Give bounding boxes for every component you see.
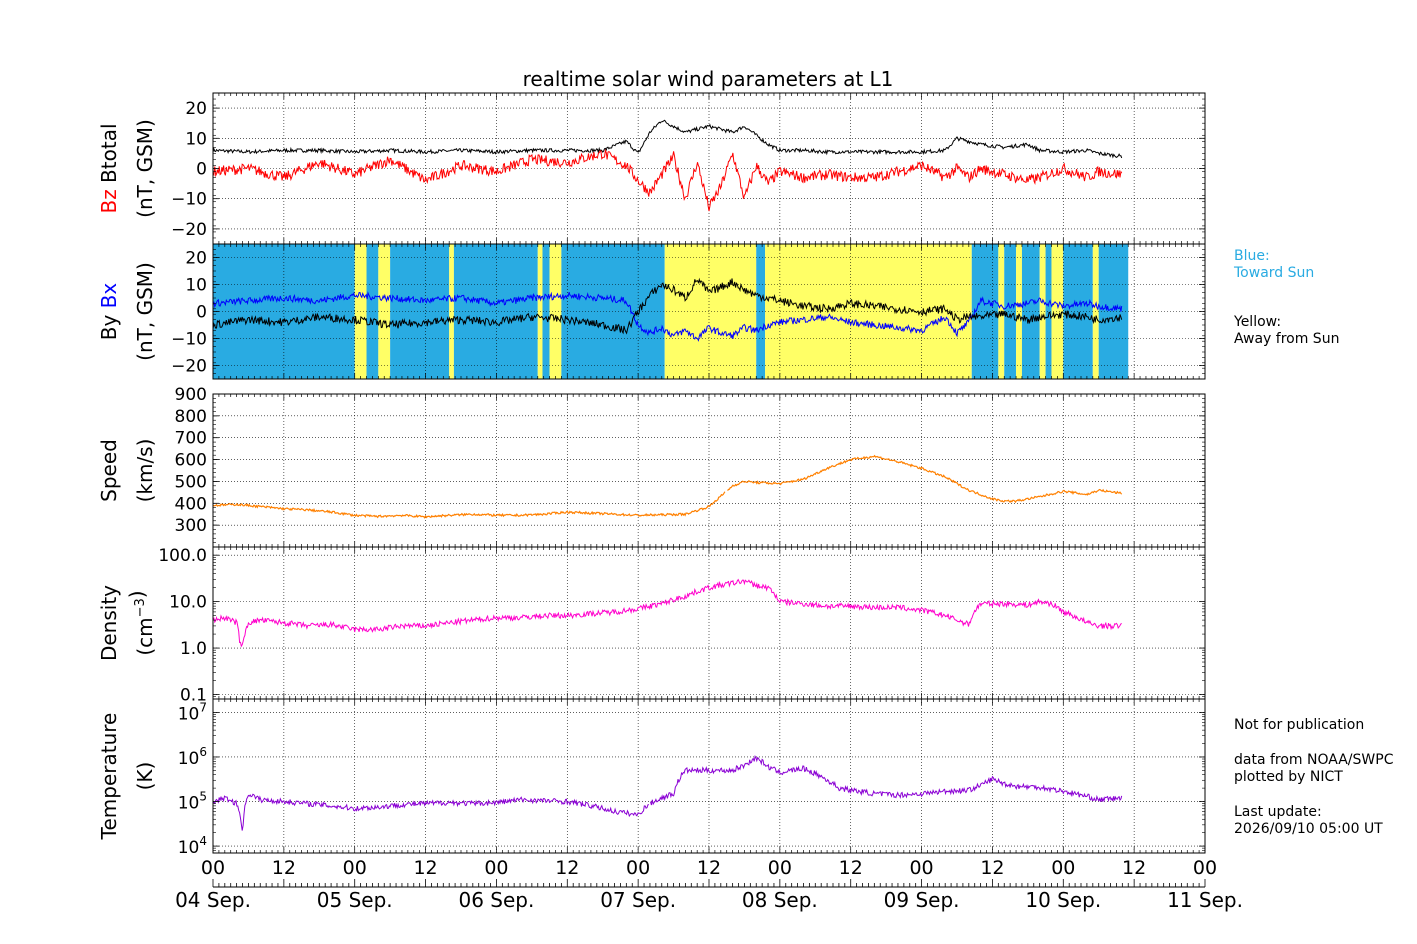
x-day-label: 07 Sep.	[600, 888, 676, 912]
y-tick-label: 10.0	[169, 593, 207, 613]
x-day-label: 08 Sep.	[742, 888, 818, 912]
sector-band-away	[1039, 244, 1046, 379]
y-tick-label: 900	[175, 385, 207, 405]
chart-title: realtime solar wind parameters at L1	[523, 67, 894, 91]
y-axis-title-mag: (nT, GSM)	[133, 119, 157, 218]
x-tick-label: 00	[484, 857, 508, 879]
x-tick-label: 12	[272, 857, 296, 879]
y-tick-label: 104	[178, 834, 207, 858]
y-axis-title-temperature: Temperature	[97, 713, 121, 841]
x-tick-label: 00	[343, 857, 367, 879]
y-tick-label: −10	[171, 190, 207, 210]
note-update-value: 2026/09/10 05:00 UT	[1234, 821, 1383, 837]
y-tick-label: 10	[185, 276, 207, 296]
sector-band-toward	[213, 244, 355, 379]
density-line	[212, 578, 1122, 648]
y-axis-title-density: (cm−3)	[125, 590, 157, 655]
x-tick-label: 12	[413, 857, 437, 879]
y-tick-label: 700	[175, 429, 207, 449]
x-day-label: 06 Sep.	[458, 888, 534, 912]
bz-line	[212, 148, 1123, 212]
y-axis-title-temperature: (K)	[133, 762, 157, 791]
x-tick-label: 00	[201, 857, 225, 879]
legend-yellow-title: Yellow:	[1234, 314, 1282, 330]
y-tick-label: 100.0	[158, 546, 207, 566]
x-day-label: 04 Sep.	[175, 888, 251, 912]
y-axis-title-bxby: (nT, GSM)	[133, 262, 157, 361]
note-source: data from NOAA/SWPC	[1234, 752, 1394, 768]
x-tick-label: 12	[697, 857, 721, 879]
btotal-line	[212, 119, 1123, 159]
x-tick-label: 00	[909, 857, 933, 879]
sector-band-away	[765, 244, 972, 379]
y-axis-title-bxby: By Bx	[97, 283, 121, 341]
sector-band-away	[1016, 244, 1022, 379]
y-tick-label: 0.1	[180, 685, 207, 705]
legend-blue-title: Blue:	[1234, 248, 1270, 264]
x-tick-label: 12	[980, 857, 1004, 879]
x-tick-label: 12	[1122, 857, 1146, 879]
bx-line	[212, 291, 1123, 342]
sector-band-away	[449, 244, 454, 379]
x-tick-label: 00	[626, 857, 650, 879]
y-tick-label: 300	[175, 516, 207, 536]
x-tick-label: 00	[768, 857, 792, 879]
note-plotted: plotted by NICT	[1234, 769, 1343, 785]
note-publication: Not for publication	[1234, 717, 1365, 733]
y-tick-label: 106	[178, 745, 207, 769]
y-tick-label: 400	[175, 494, 207, 514]
x-tick-label: 12	[555, 857, 579, 879]
legend-blue-text: Toward Sun	[1234, 265, 1315, 281]
x-tick-label: 12	[839, 857, 863, 879]
y-tick-label: 10	[185, 129, 207, 149]
y-tick-label: 107	[178, 700, 207, 724]
y-axis-title-mag: Bz Btotal	[97, 123, 121, 213]
panel-frame-temperature	[212, 698, 1206, 854]
y-axis-title-speed: Speed	[97, 439, 121, 502]
y-tick-label: 0	[196, 303, 207, 323]
sector-band-toward	[1004, 244, 1017, 379]
sector-band-toward	[1045, 244, 1052, 379]
y-tick-label: 800	[175, 407, 207, 427]
by-line	[212, 277, 1123, 335]
sector-band-toward	[756, 244, 766, 379]
y-tick-label: −20	[171, 357, 207, 377]
x-tick-label: 00	[1051, 857, 1075, 879]
y-tick-label: 20	[185, 99, 207, 119]
temperature-line	[212, 755, 1123, 831]
y-axis-title-density: Density	[97, 585, 121, 661]
sector-band-away	[664, 244, 757, 379]
x-day-label: 11 Sep.	[1167, 888, 1243, 912]
x-day-label: 09 Sep.	[884, 888, 960, 912]
y-tick-label: 1.0	[180, 639, 207, 659]
x-day-label: 05 Sep.	[317, 888, 393, 912]
y-tick-label: −20	[171, 220, 207, 240]
sector-band-away	[1051, 244, 1064, 379]
sector-band-toward	[1021, 244, 1040, 379]
y-tick-label: 105	[178, 790, 207, 814]
legend-yellow-text: Away from Sun	[1234, 331, 1340, 347]
panel-frame-speed	[212, 393, 1206, 548]
y-tick-label: 600	[175, 451, 207, 471]
y-tick-label: 20	[185, 249, 207, 269]
note-update-label: Last update:	[1234, 804, 1322, 820]
y-axis-title-speed: (km/s)	[133, 439, 157, 503]
y-tick-label: 500	[175, 472, 207, 492]
speed-line	[212, 454, 1123, 519]
x-day-label: 10 Sep.	[1025, 888, 1101, 912]
y-tick-label: 0	[196, 160, 207, 180]
y-tick-label: −10	[171, 330, 207, 350]
sector-band-toward	[561, 244, 665, 379]
x-tick-label: 00	[1193, 857, 1217, 879]
